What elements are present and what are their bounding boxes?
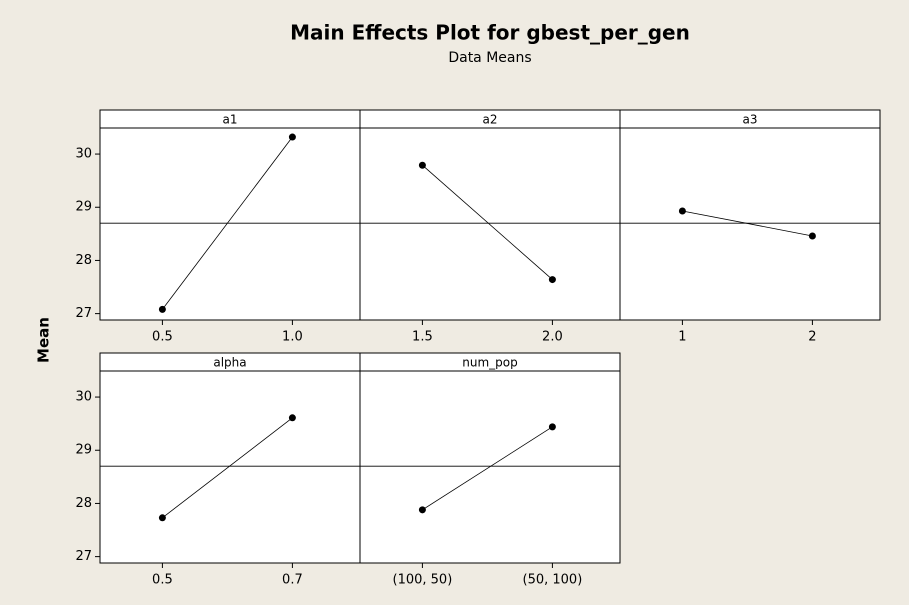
point	[288, 414, 296, 422]
x-tick-label: 1	[678, 330, 686, 345]
point	[678, 207, 686, 215]
y-tick-label: 27	[75, 549, 92, 564]
point	[288, 133, 296, 141]
y-axis-label: Mean	[35, 317, 53, 363]
y-tick-label: 28	[75, 496, 92, 511]
y-tick-label: 29	[75, 200, 92, 215]
y-tick-label: 30	[75, 147, 92, 162]
x-tick-label: 0.5	[152, 573, 173, 588]
panel-title: num_pop	[462, 356, 517, 370]
x-tick-label: 0.5	[152, 330, 173, 345]
panel-title: a3	[743, 113, 758, 127]
x-tick-label: (100, 50)	[393, 573, 453, 588]
point	[158, 305, 166, 313]
y-tick-label: 30	[75, 390, 92, 405]
panel-title: alpha	[213, 356, 246, 370]
chart-subtitle: Data Means	[448, 50, 531, 66]
point	[418, 161, 426, 169]
effect-line	[162, 136, 293, 310]
panel-title: a2	[483, 113, 498, 127]
point	[158, 514, 166, 522]
panel-plot	[99, 127, 361, 321]
panel-title: a1	[223, 113, 238, 127]
effect-line	[162, 417, 293, 519]
effect-line	[422, 426, 553, 511]
effect-line	[422, 164, 553, 280]
point	[548, 423, 556, 431]
y-tick-label: 29	[75, 443, 92, 458]
effect-line	[682, 210, 813, 237]
panel-plot	[359, 127, 621, 321]
x-tick-label: 0.7	[282, 573, 303, 588]
y-tick-label: 27	[75, 306, 92, 321]
point	[808, 232, 816, 240]
y-tick-label: 28	[75, 253, 92, 268]
x-tick-label: 2	[808, 330, 816, 345]
panel-plot	[99, 370, 361, 564]
point	[548, 276, 556, 284]
chart-title: Main Effects Plot for gbest_per_gen	[290, 21, 690, 45]
x-tick-label: (50, 100)	[523, 573, 583, 588]
point	[418, 506, 426, 514]
x-tick-label: 1.5	[412, 330, 433, 345]
x-tick-label: 2.0	[542, 330, 563, 345]
x-tick-label: 1.0	[282, 330, 303, 345]
